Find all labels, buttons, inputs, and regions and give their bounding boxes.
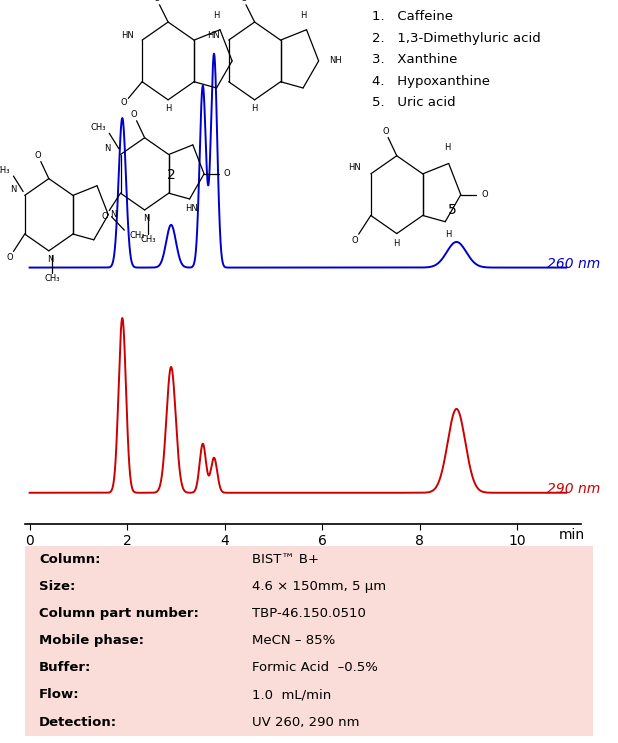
Text: O: O (351, 236, 358, 245)
Text: Column part number:: Column part number: (39, 607, 199, 620)
Text: N: N (11, 185, 17, 194)
Text: HN: HN (207, 31, 220, 40)
Text: H: H (213, 10, 220, 19)
Text: O: O (382, 127, 389, 136)
Text: CH₃: CH₃ (140, 235, 156, 244)
Text: 2: 2 (167, 168, 176, 182)
Text: Detection:: Detection: (39, 716, 117, 729)
Text: CH₃: CH₃ (91, 123, 106, 132)
Text: O: O (130, 111, 137, 120)
Text: HN: HN (185, 204, 198, 213)
FancyBboxPatch shape (25, 546, 593, 736)
Text: MeCN – 85%: MeCN – 85% (252, 635, 336, 647)
Text: Size:: Size: (39, 580, 75, 593)
Text: O: O (121, 98, 127, 107)
Text: CH₃: CH₃ (44, 274, 60, 283)
Text: N: N (47, 255, 54, 264)
Text: Mobile phase:: Mobile phase: (39, 635, 144, 647)
Text: O: O (6, 253, 13, 262)
Text: NH: NH (329, 56, 342, 65)
Text: 290 nm: 290 nm (547, 482, 600, 496)
Text: 5: 5 (448, 203, 457, 217)
Text: H: H (444, 143, 450, 152)
Text: CH₃: CH₃ (129, 232, 145, 241)
Text: Column:: Column: (39, 553, 101, 566)
Text: O: O (240, 0, 247, 3)
Text: BIST™ B+: BIST™ B+ (252, 553, 319, 566)
Text: N: N (143, 214, 150, 223)
Text: N: N (110, 210, 116, 219)
Text: O: O (34, 152, 41, 160)
Text: Flow:: Flow: (39, 689, 80, 701)
Text: 260 nm: 260 nm (547, 256, 600, 270)
Text: O: O (481, 190, 488, 199)
Text: UV 260, 290 nm: UV 260, 290 nm (252, 716, 360, 729)
Text: CH₃: CH₃ (0, 166, 11, 175)
Text: HN: HN (121, 31, 133, 40)
Text: HN: HN (349, 163, 362, 172)
Text: Buffer:: Buffer: (39, 661, 91, 675)
Text: O: O (223, 169, 230, 178)
Text: Formic Acid  –0.5%: Formic Acid –0.5% (252, 661, 378, 675)
Text: min: min (559, 528, 585, 542)
Text: 4.6 × 150mm, 5 μm: 4.6 × 150mm, 5 μm (252, 580, 386, 593)
Text: 1.0  mL/min: 1.0 mL/min (252, 689, 331, 701)
Text: H: H (394, 239, 400, 248)
Text: O: O (153, 0, 160, 3)
Text: O: O (102, 212, 109, 221)
Text: H: H (300, 10, 307, 19)
Text: H: H (446, 230, 452, 239)
Text: H: H (165, 104, 171, 113)
Text: N: N (104, 144, 111, 153)
Text: 1.   Caffeine
2.   1,3-Dimethyluric acid
3.   Xanthine
4.   Hypoxanthine
5.   Ur: 1. Caffeine 2. 1,3-Dimethyluric acid 3. … (372, 10, 541, 109)
Text: TBP-46.150.0510: TBP-46.150.0510 (252, 607, 366, 620)
Text: H: H (252, 104, 258, 113)
